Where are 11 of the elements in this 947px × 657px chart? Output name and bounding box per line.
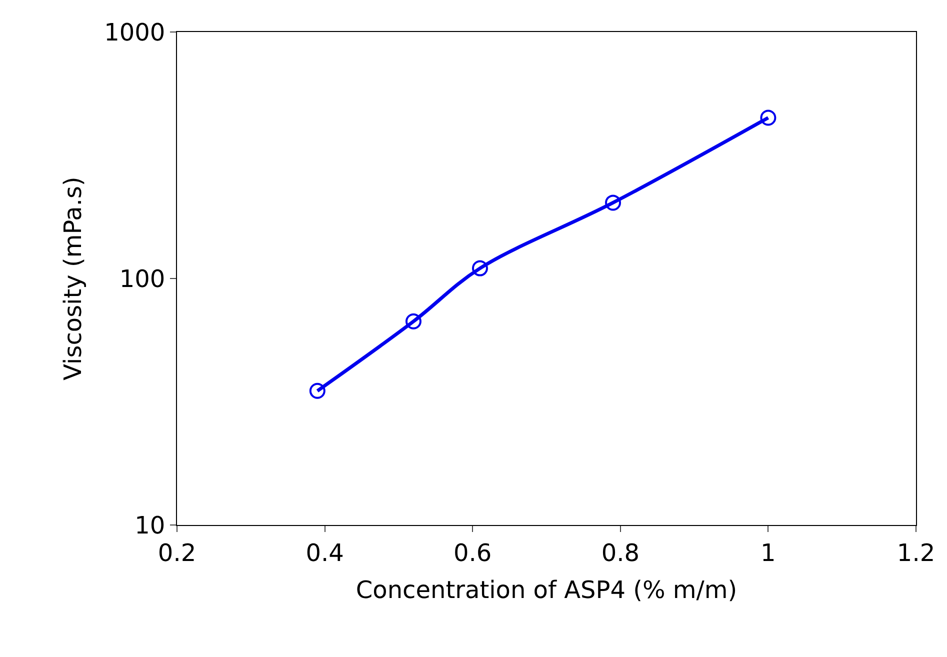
- x-tick-label: 1.2: [896, 538, 936, 567]
- x-tick-label: 0.2: [158, 538, 196, 567]
- y-tick-label: 10: [134, 511, 166, 540]
- x-tick-label: 0.4: [306, 538, 344, 567]
- x-tick-label: 0.8: [601, 538, 640, 567]
- y-tick-label: 100: [119, 264, 166, 293]
- x-tick-label: 1: [760, 538, 776, 567]
- y-axis-title: Viscosity (mPa.s): [59, 176, 88, 380]
- x-axis-title: Concentration of ASP4 (% m/m): [356, 576, 738, 604]
- x-tick-label: 0.6: [454, 538, 492, 567]
- y-tick-label: 1000: [104, 18, 166, 46]
